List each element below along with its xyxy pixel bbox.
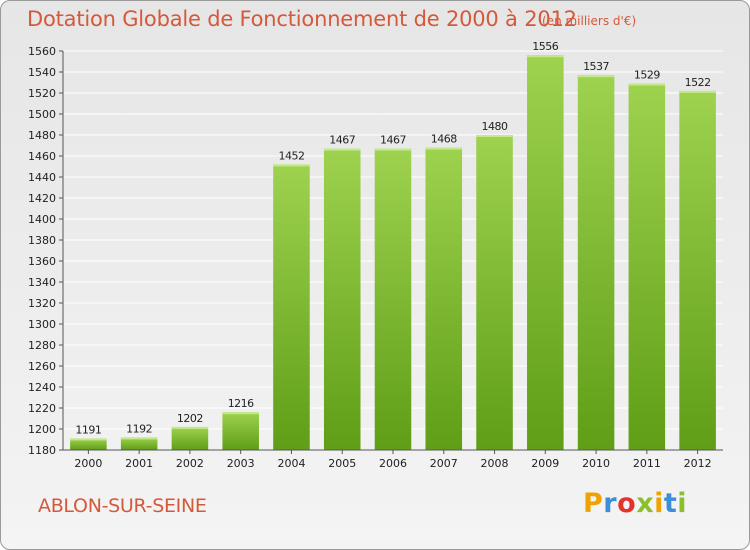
logo-letter: i	[654, 488, 664, 519]
y-tick-label: 1220	[28, 402, 56, 415]
logo-letter: r	[603, 488, 618, 519]
data-label: 1216	[228, 397, 254, 410]
bar-highlight	[323, 148, 361, 151]
x-tick-label: 2005	[328, 457, 356, 470]
y-tick-label: 1540	[28, 66, 56, 79]
logo-letter: o	[617, 488, 637, 519]
bar-2010	[577, 75, 615, 451]
bar-highlight	[70, 438, 107, 441]
bar-highlight	[222, 412, 259, 415]
y-tick-label: 1360	[28, 255, 56, 268]
y-tick-label: 1340	[28, 276, 56, 289]
y-tick-label: 1380	[28, 234, 56, 247]
bar-2003	[222, 412, 259, 450]
data-label: 1556	[532, 40, 558, 53]
y-tick-label: 1420	[28, 192, 56, 205]
y-tick-label: 1180	[28, 444, 56, 457]
x-tick-label: 2010	[582, 457, 610, 470]
chart-unit: (en milliers d'€)	[542, 14, 637, 28]
bar-2011	[628, 83, 666, 451]
x-tick-label: 2006	[379, 457, 407, 470]
bar-2008	[476, 135, 513, 450]
logo-letter: i	[677, 488, 688, 519]
y-tick-label: 1520	[28, 87, 56, 100]
bar-highlight	[171, 426, 209, 429]
bar-highlight	[628, 83, 666, 86]
axes: 1180 1200 1220 1240 1260 1280 1300 1320 1340 1360…	[28, 45, 723, 470]
data-label: 1522	[685, 76, 711, 89]
x-tick-label: 2009	[531, 457, 559, 470]
chart-title: Dotation Globale de Fonctionnement de 20…	[27, 7, 577, 31]
y-tick-label: 1560	[28, 45, 56, 58]
x-tick-label: 2004	[277, 457, 305, 470]
data-label: 1537	[583, 60, 609, 73]
bar-highlight	[679, 90, 716, 93]
x-tick-label: 2008	[481, 457, 509, 470]
y-tick-label: 1260	[28, 360, 56, 373]
bar-2001	[120, 437, 158, 450]
x-tick-label: 2011	[633, 457, 661, 470]
bar-highlight	[374, 148, 412, 151]
data-label: 1192	[126, 422, 152, 435]
logo-letter: x	[636, 488, 655, 519]
bar-2005	[323, 148, 361, 450]
data-label: 1468	[431, 133, 457, 146]
y-tick-label: 1280	[28, 339, 56, 352]
bar-2012	[679, 90, 716, 451]
data-label: 1480	[482, 120, 508, 133]
bar-highlight	[425, 147, 463, 150]
data-labels: 1191 1192 1202 1216 1452 1467 1467 1468 1480 1556…	[75, 40, 711, 436]
y-tick-label: 1460	[28, 150, 56, 163]
proxiti-logo[interactable]: Proxiti	[583, 488, 687, 519]
bar-2007	[425, 147, 463, 450]
bar-highlight	[476, 135, 513, 137]
logo-letter: P	[583, 488, 604, 519]
y-tick-label: 1440	[28, 171, 56, 184]
x-tick-label: 2012	[684, 457, 712, 470]
bar-2000	[70, 438, 107, 450]
data-label: 1467	[329, 134, 355, 147]
bar-2009	[527, 55, 564, 450]
x-tick-label: 2001	[125, 457, 153, 470]
data-label: 1202	[177, 412, 203, 425]
bar-2002	[171, 426, 209, 450]
y-tick-label: 1200	[28, 423, 56, 436]
commune-name: ABLON-SUR-SEINE	[38, 495, 207, 517]
bar-2004	[273, 164, 310, 450]
bars	[70, 55, 716, 451]
bar-highlight	[577, 75, 615, 78]
y-tick-label: 1480	[28, 129, 56, 142]
x-tick-label: 2007	[430, 457, 458, 470]
y-tick-label: 1240	[28, 381, 56, 394]
data-label: 1452	[278, 149, 304, 162]
bar-highlight	[527, 55, 564, 58]
y-tick-label: 1320	[28, 297, 56, 310]
x-tick-label: 2003	[227, 457, 255, 470]
y-tick-label: 1500	[28, 108, 56, 121]
y-tick-label: 1400	[28, 213, 56, 226]
bar-2006	[374, 148, 412, 450]
bar-highlight	[120, 437, 158, 440]
data-label: 1191	[75, 423, 101, 436]
logo-letter: t	[663, 488, 678, 519]
y-tick-label: 1300	[28, 318, 56, 331]
bar-highlight	[273, 164, 310, 167]
data-label: 1529	[634, 69, 660, 82]
x-tick-label: 2000	[74, 457, 102, 470]
data-label: 1467	[380, 134, 406, 147]
x-tick-label: 2002	[176, 457, 204, 470]
